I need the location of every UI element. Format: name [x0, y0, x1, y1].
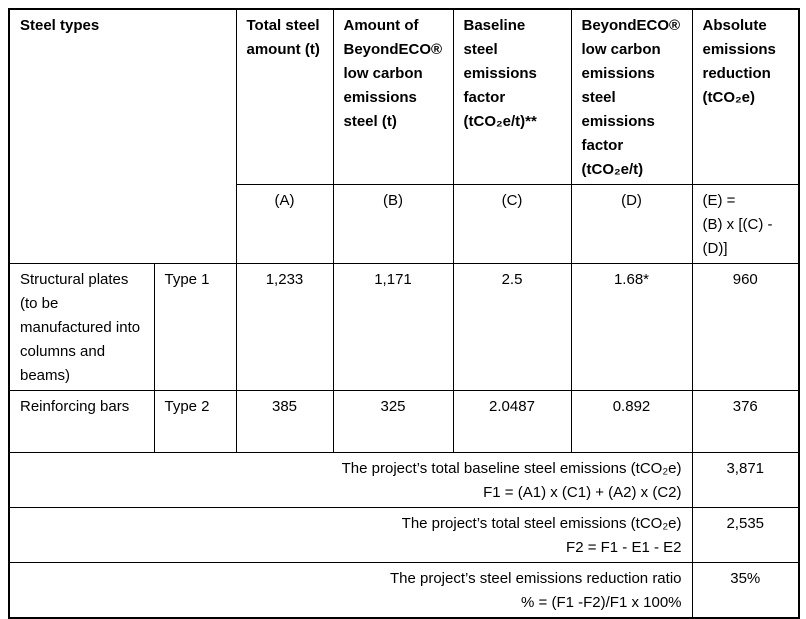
symbol-d: (D): [570, 184, 693, 264]
cell-d2-beyondeco-factor: 0.892: [570, 390, 693, 453]
symbol-e-formula: (E) = (B) x [(C) - (D)]: [691, 184, 800, 264]
header-total-steel-amount: Total steel amount (t): [235, 8, 334, 185]
steel-emissions-table: Steel types Total steel amount (t) Amoun…: [8, 8, 800, 619]
row-type-1: Type 1: [153, 263, 237, 391]
cell-a1-total-amount: 1,233: [235, 263, 334, 391]
summary-row-total-steel-emissions: The project’s total steel emissions (tCO…: [8, 507, 800, 563]
header-beyondeco-steel-amount: Amount of BeyondECO® low carbon emission…: [332, 8, 454, 185]
row-label-reinforcing-bars: Reinforcing bars: [8, 390, 155, 453]
cell-e2-reduction: 376: [691, 390, 800, 453]
cell-b1-beyondeco-amount: 1,171: [332, 263, 454, 391]
cell-e1-reduction: 960: [691, 263, 800, 391]
header-beyondeco-emissions-factor: BeyondECO® low carbon emissions steel em…: [570, 8, 693, 185]
symbol-b: (B): [332, 184, 454, 264]
symbol-a: (A): [235, 184, 334, 264]
cell-d1-beyondeco-factor: 1.68*: [570, 263, 693, 391]
table-row-reinforcing-bars: Reinforcing bars Type 2 385 325 2.0487 0…: [8, 390, 800, 453]
header-row: Steel types Total steel amount (t) Amoun…: [8, 8, 800, 264]
summary-row-total-baseline-emissions: The project’s total baseline steel emiss…: [8, 452, 800, 508]
cell-a2-total-amount: 385: [235, 390, 334, 453]
row-label-structural-plates: Structural plates (to be manufactured in…: [8, 263, 155, 391]
row-type-2: Type 2: [153, 390, 237, 453]
summary-value-f2: 2,535: [691, 507, 800, 563]
summary-label-ratio: The project’s steel emissions reduction …: [8, 562, 693, 619]
summary-label-f2: The project’s total steel emissions (tCO…: [8, 507, 693, 563]
table-row-structural-plates: Structural plates (to be manufactured in…: [8, 263, 800, 391]
header-baseline-emissions-factor: Baseline steel emissions factor (tCO₂e/t…: [452, 8, 572, 185]
cell-c2-baseline-factor: 2.0487: [452, 390, 572, 453]
cell-b2-beyondeco-amount: 325: [332, 390, 454, 453]
summary-label-f1: The project’s total baseline steel emiss…: [8, 452, 693, 508]
summary-value-f1: 3,871: [691, 452, 800, 508]
symbol-row: (A) (B) (C) (D) (E) = (B) x [(C) - (D)]: [9, 184, 800, 264]
symbol-c: (C): [452, 184, 572, 264]
header-absolute-emissions-reduction: Absolute emissions reduction (tCO₂e): [691, 8, 800, 185]
cell-c1-baseline-factor: 2.5: [452, 263, 572, 391]
summary-value-ratio: 35%: [691, 562, 800, 619]
summary-row-reduction-ratio: The project’s steel emissions reduction …: [8, 562, 800, 619]
header-steel-types: Steel types: [8, 8, 237, 264]
